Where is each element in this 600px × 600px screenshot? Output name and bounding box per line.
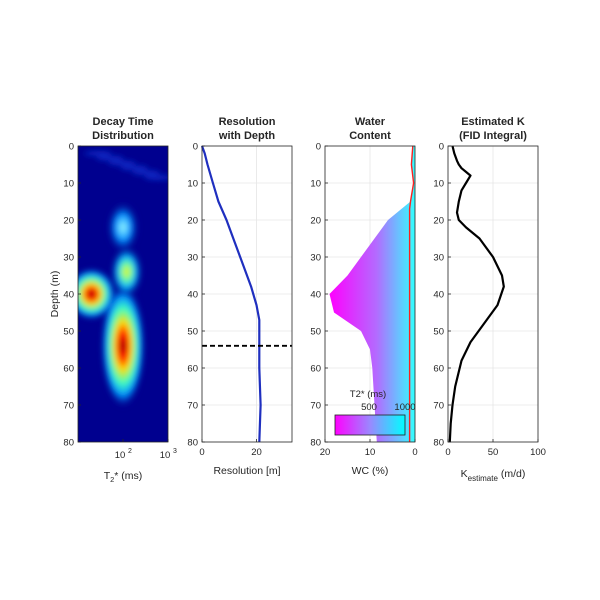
y-tick-label: 10: [187, 179, 198, 190]
y-tick-label: 50: [187, 327, 198, 338]
colorbar-tick-label: 1000: [394, 402, 415, 413]
heatmap-blob: [78, 268, 116, 320]
panel-title-line2: Content: [349, 130, 391, 142]
heatmap-blob: [107, 201, 139, 254]
y-tick-label: 10: [433, 179, 444, 190]
panel-title-line2: with Depth: [218, 130, 275, 142]
y-tick-label: 80: [187, 438, 198, 449]
heatmap-blob: [110, 245, 143, 298]
y-tick-label: 60: [433, 364, 444, 375]
panel-title-line2: (FID Integral): [459, 130, 527, 142]
x-axis-label: Resolution [m]: [213, 465, 280, 477]
colorbar: [334, 414, 406, 436]
water-content-area: [329, 146, 415, 442]
y-tick-label: 70: [63, 401, 74, 412]
y-tick-label: 60: [187, 364, 198, 375]
y-tick-label: 10: [310, 179, 321, 190]
panel-title-line1: Decay Time: [93, 116, 154, 128]
panel-title-line1: Resolution: [219, 116, 276, 128]
y-tick-label: 50: [63, 327, 74, 338]
x-axis-label: Kestimate (m/d): [461, 468, 526, 483]
y-tick-label: 60: [310, 364, 321, 375]
y-tick-label: 20: [187, 216, 198, 227]
y-tick-label: 80: [63, 438, 74, 449]
panel-title-line1: Water: [355, 116, 386, 128]
panel-title-line2: Distribution: [92, 130, 154, 142]
y-tick-label: 70: [187, 401, 198, 412]
y-tick-label: 20: [433, 216, 444, 227]
y-tick-label: 10: [63, 179, 74, 190]
series-line: [200, 145, 262, 443]
y-tick-label: 70: [433, 401, 444, 412]
heatmap-streak: [144, 174, 168, 180]
y-tick-label: 40: [433, 290, 444, 301]
water-content-edge: [408, 145, 415, 442]
y-tick-label: 30: [187, 253, 198, 264]
y-tick-label: 60: [63, 364, 74, 375]
x-tick-label: 50: [488, 447, 499, 458]
x-tick-label: 0: [199, 447, 204, 458]
x-tick-label: 20: [320, 447, 331, 458]
y-tick-label: 80: [433, 438, 444, 449]
y-tick-label: 0: [439, 142, 444, 153]
x-tick-label: 10: [365, 447, 376, 458]
y-tick-label: 0: [193, 142, 198, 153]
y-tick-label: 50: [433, 327, 444, 338]
heatmap-blob: [101, 283, 145, 408]
y-tick-label: 40: [187, 290, 198, 301]
y-tick-label: 50: [310, 327, 321, 338]
panel-title-line1: Estimated K: [461, 116, 525, 128]
y-tick-label: 40: [310, 290, 321, 301]
y-tick-label: 30: [433, 253, 444, 264]
heatmap-blobs: [78, 150, 168, 408]
heatmap-streak: [84, 150, 112, 156]
x-tick-label: 0: [445, 447, 450, 458]
y-tick-label: 40: [63, 290, 74, 301]
y-tick-label: 20: [310, 216, 321, 227]
x-tick-label: 10: [160, 450, 171, 461]
x-tick-label: 20: [251, 447, 262, 458]
x-axis-label: WC (%): [352, 465, 389, 477]
x-tick-label: 10: [115, 450, 126, 461]
x-axis-label: T2* (ms): [104, 470, 143, 484]
y-axis-label: Depth (m): [49, 271, 61, 318]
series-line: [448, 145, 505, 443]
y-tick-label: 0: [69, 142, 74, 153]
y-tick-label: 70: [310, 401, 321, 412]
heatmap-streak: [132, 170, 160, 176]
heatmap-streak: [96, 155, 124, 161]
colorbar-tick-label: 500: [361, 402, 377, 413]
y-tick-label: 0: [316, 142, 321, 153]
y-tick-label: 20: [63, 216, 74, 227]
heatmap-streak: [120, 165, 148, 171]
y-tick-label: 80: [310, 438, 321, 449]
x-tick-label: 0: [412, 447, 417, 458]
x-tick-label: 100: [530, 447, 546, 458]
y-tick-label: 30: [310, 253, 321, 264]
y-tick-label: 30: [63, 253, 74, 264]
colorbar-label: T2* (ms): [350, 389, 386, 400]
x-tick-exponent: 2: [128, 448, 132, 455]
x-tick-exponent: 3: [173, 448, 177, 455]
heatmap-streak: [108, 160, 136, 166]
